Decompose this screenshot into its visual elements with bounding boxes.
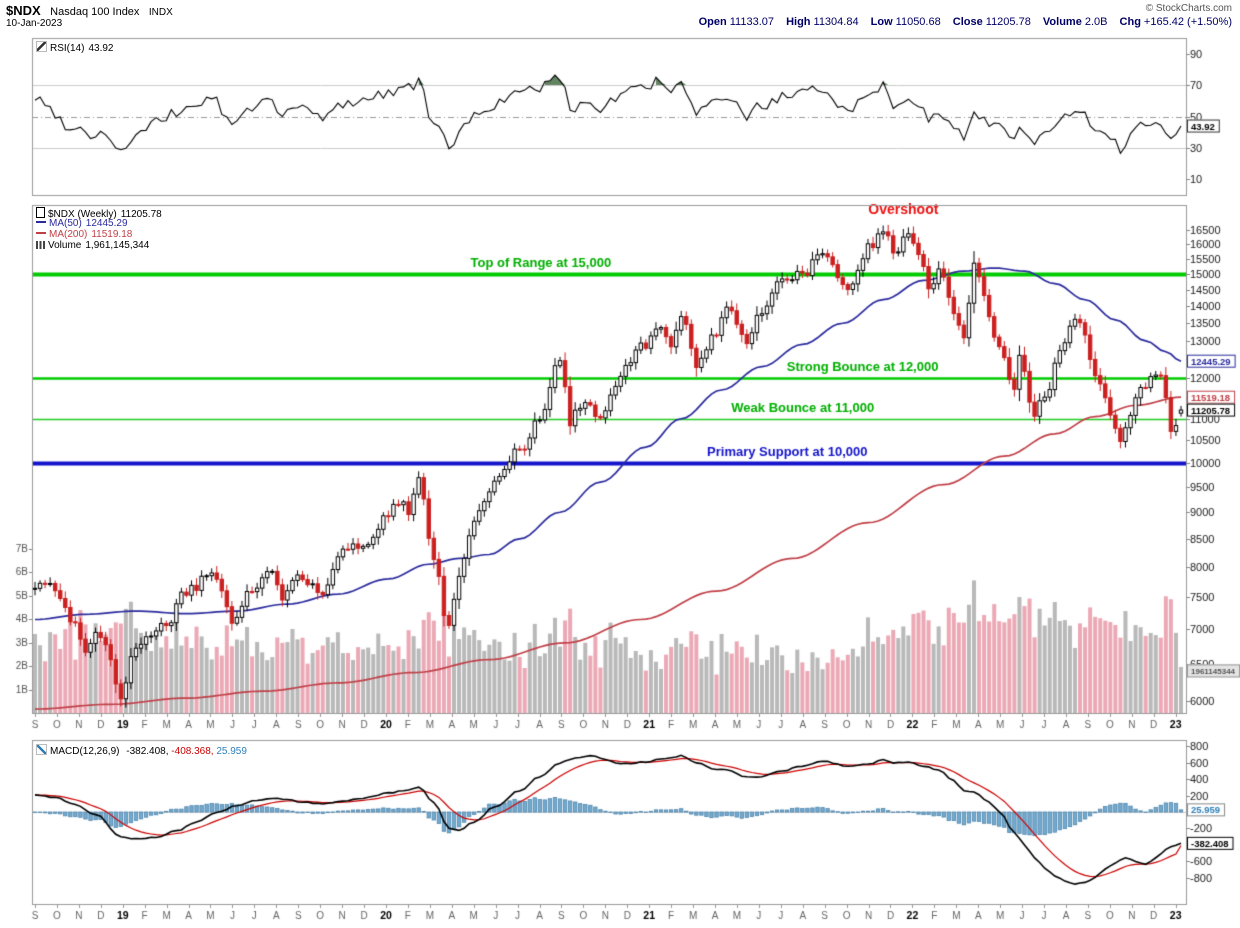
macd-legend: MACD(12,26,9) -382.408, -408.368, 25.959 bbox=[36, 744, 247, 757]
macd-value: -382.408, bbox=[126, 746, 169, 757]
volume-value: 2.0B bbox=[1084, 16, 1108, 28]
price-legend: $NDX (Weekly) 11205.78 MA(50) 12445.29 MA(… bbox=[36, 207, 162, 251]
open-label: Open bbox=[698, 16, 727, 28]
chg-value: +165.42 (+1.50%) bbox=[1143, 16, 1232, 28]
close-value: 11205.78 bbox=[985, 16, 1031, 28]
ma50-value: 12445.29 bbox=[85, 218, 128, 229]
ma50-label: MA(50) bbox=[49, 218, 82, 229]
symbol-name: Nasdaq 100 Index bbox=[50, 6, 140, 18]
volume-label: Volume bbox=[1042, 16, 1082, 28]
macd-hist-value: 25.959 bbox=[216, 746, 247, 757]
rsi-legend-label: RSI(14) bbox=[50, 43, 85, 54]
candlestick-icon bbox=[36, 207, 45, 218]
open-value: 11133.07 bbox=[729, 16, 774, 28]
low-label: Low bbox=[870, 16, 893, 28]
rsi-icon bbox=[36, 41, 47, 52]
stockcharts-credit: © StockCharts.com bbox=[1145, 3, 1232, 14]
macd-legend-label: MACD(12,26,9) bbox=[50, 746, 120, 757]
symbol: $NDX bbox=[6, 3, 41, 18]
ma200-label: MA(200) bbox=[49, 229, 88, 240]
price-legend-close: 11205.78 bbox=[120, 209, 162, 220]
low-value: 11050.68 bbox=[895, 16, 941, 28]
chart-header: $NDX Nasdaq 100 Index INDX bbox=[6, 2, 173, 20]
price-legend-symbol: $NDX (Weekly) bbox=[48, 209, 117, 220]
ma50-line-icon bbox=[36, 221, 46, 223]
ma200-value: 11519.18 bbox=[91, 229, 133, 240]
volume-legend-value: 1,961,145,344 bbox=[85, 240, 150, 251]
chg-label: Chg bbox=[1119, 16, 1141, 28]
ma200-line-icon bbox=[36, 232, 46, 234]
high-value: 11304.84 bbox=[813, 16, 859, 28]
rsi-legend: RSI(14) 43.92 bbox=[36, 41, 113, 54]
exchange-label: INDX bbox=[148, 7, 173, 18]
chart-date: 10-Jan-2023 bbox=[6, 18, 63, 29]
macd-signal-value: -408.368, bbox=[171, 746, 214, 757]
macd-icon bbox=[36, 744, 47, 755]
high-label: High bbox=[786, 16, 811, 28]
volume-bars-icon bbox=[36, 241, 45, 249]
close-label: Close bbox=[952, 16, 983, 28]
volume-legend-label: Volume bbox=[48, 240, 82, 251]
quote-line: Open 11133.07 High 11304.84 Low 11050.68 Cl… bbox=[699, 16, 1232, 28]
rsi-legend-value: 43.92 bbox=[88, 43, 114, 54]
